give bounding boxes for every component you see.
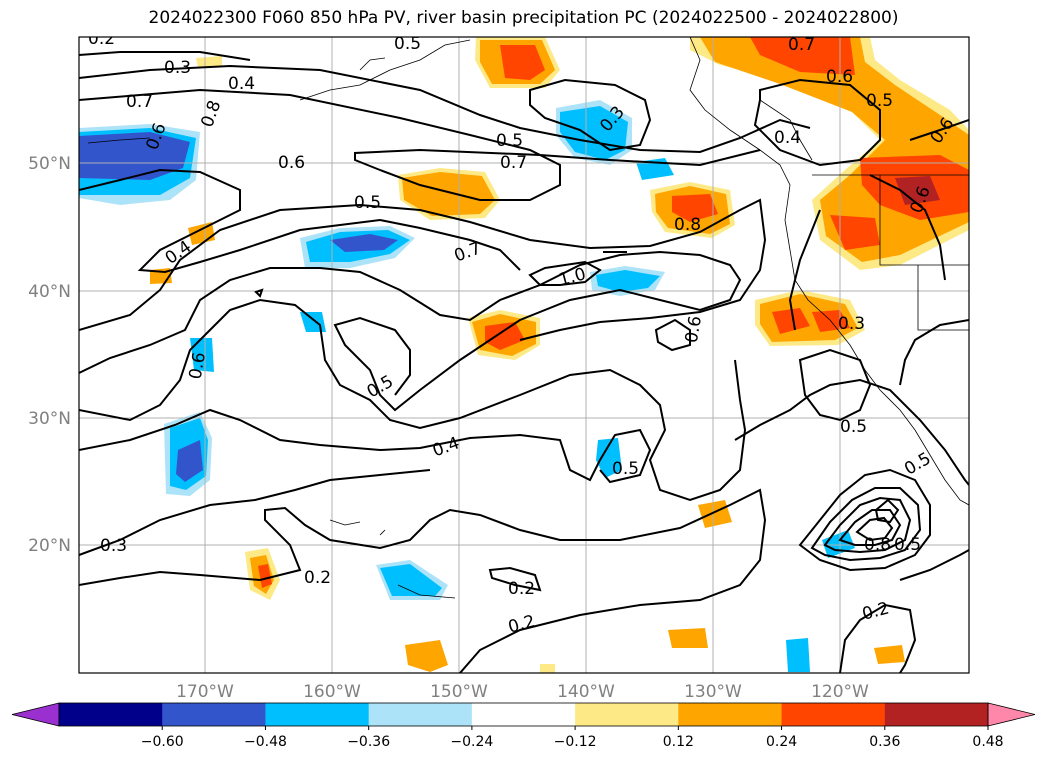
longitude-labels: 170°W 160°W 150°W 140°W 130°W 120°W xyxy=(176,682,869,702)
lon-label: 140°W xyxy=(557,682,615,702)
contour-label: 0.3 xyxy=(838,314,865,334)
colorbar-border xyxy=(58,702,989,727)
contour-label: 0.3 xyxy=(164,58,191,78)
colorbar-segment xyxy=(781,703,886,726)
contour-label: 0.5 xyxy=(612,459,639,479)
colorbar-segment xyxy=(59,703,163,726)
colorbar: −0.60 −0.48 −0.36 −0.24 −0.12 0.12 0.24 0.36 0.4… xyxy=(11,702,1036,750)
colorbar-tick-label: 0.48 xyxy=(972,734,1003,750)
colorbar-segment xyxy=(678,703,783,726)
colorbar-tick-label: −0.12 xyxy=(554,734,597,750)
contour-label: 0.5 xyxy=(894,535,921,555)
pv-contour-labels: 0.2 0.3 0.4 0.7 0.6 0.8 0.5 0.3 0.5 0.7 … xyxy=(88,29,958,638)
colorbar-tick-label: 0.12 xyxy=(663,734,694,750)
contour-label: 0.2 xyxy=(304,568,331,588)
lon-label: 160°W xyxy=(303,682,361,702)
colorbar-segment xyxy=(884,703,989,726)
contour-label: 0.6 xyxy=(682,314,706,344)
colorbar-segment xyxy=(265,703,370,726)
pv-contours xyxy=(79,51,969,673)
map-gridlines xyxy=(79,37,969,673)
contour-label: 0.8 xyxy=(864,535,891,555)
colorbar-segment xyxy=(368,703,473,726)
contour-label: 0.3 xyxy=(100,536,127,556)
colorbar-tick-label: −0.48 xyxy=(244,734,287,750)
map-border xyxy=(78,36,970,674)
latitude-labels: 50°N 40°N 30°N 20°N xyxy=(28,154,71,556)
colorbar-segment xyxy=(575,703,679,726)
colorbar-tick-label: 0.24 xyxy=(766,734,797,750)
lat-label: 20°N xyxy=(28,536,71,556)
contour-label: 0.7 xyxy=(500,153,527,173)
lon-label: 150°W xyxy=(430,682,488,702)
contour-label: 0.7 xyxy=(788,35,815,55)
contour-label: 0.6 xyxy=(826,67,853,87)
contour-label: 0.5 xyxy=(496,131,523,151)
colorbar-extend-min xyxy=(11,702,60,727)
lat-label: 40°N xyxy=(28,282,71,302)
contour-label: 0.5 xyxy=(866,91,893,111)
map-frame xyxy=(79,37,969,673)
contour-label: 0.8 xyxy=(674,215,701,235)
contour-label: 0.4 xyxy=(228,74,255,94)
colorbar-segment xyxy=(162,703,266,726)
contour-label: 0.4 xyxy=(774,128,801,148)
contour-label: 0.5 xyxy=(394,34,421,54)
coastlines xyxy=(87,37,969,599)
lon-label: 120°W xyxy=(811,682,869,702)
contour-label: 0.6 xyxy=(278,153,305,173)
lon-label: 130°W xyxy=(684,682,742,702)
colorbar-tick-label: −0.36 xyxy=(347,734,390,750)
map-title: 2024022300 F060 850 hPa PV, river basin … xyxy=(148,8,899,28)
colorbar-tick-label: 0.36 xyxy=(869,734,900,750)
contour-label: 0.6 xyxy=(186,351,210,381)
lat-label: 30°N xyxy=(28,409,71,429)
contour-label: 0.5 xyxy=(840,417,867,437)
contour-label: 0.2 xyxy=(508,579,535,599)
colorbar-tick-label: −0.24 xyxy=(450,734,493,750)
colorbar-extend-max xyxy=(987,702,1036,727)
lat-label: 50°N xyxy=(28,154,71,174)
colorbar-segment xyxy=(471,703,576,726)
contour-label: 0.2 xyxy=(88,29,115,49)
contour-label: 0.5 xyxy=(354,193,381,213)
colorbar-tick-label: −0.60 xyxy=(141,734,184,750)
contour-label: 0.7 xyxy=(126,92,153,112)
lon-label: 170°W xyxy=(176,682,234,702)
